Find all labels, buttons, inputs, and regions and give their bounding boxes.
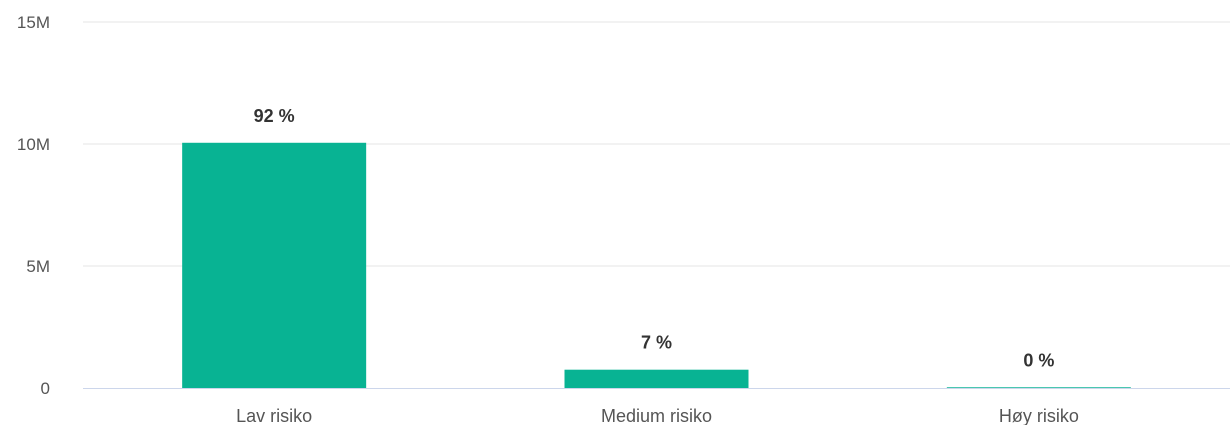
y-axis-ticks: 0 5M 10M 15M [17, 13, 50, 398]
y-tick-label: 15M [17, 13, 50, 32]
bar[interactable] [182, 142, 367, 388]
x-tick-label: Høy risiko [999, 406, 1079, 425]
data-label: 7 % [641, 333, 672, 353]
x-axis-labels: Lav risiko Medium risiko Høy risiko [236, 406, 1079, 425]
bars [182, 142, 1131, 388]
bar[interactable] [564, 369, 749, 388]
y-tick-label: 5M [26, 257, 50, 276]
bar[interactable] [946, 387, 1131, 388]
data-label: 92 % [254, 106, 295, 126]
y-tick-label: 10M [17, 135, 50, 154]
y-tick-label: 0 [41, 379, 50, 398]
x-tick-label: Medium risiko [601, 406, 712, 425]
data-label: 0 % [1023, 350, 1054, 370]
x-tick-label: Lav risiko [236, 406, 312, 425]
data-labels: 92 % 7 % 0 % [254, 106, 1055, 370]
